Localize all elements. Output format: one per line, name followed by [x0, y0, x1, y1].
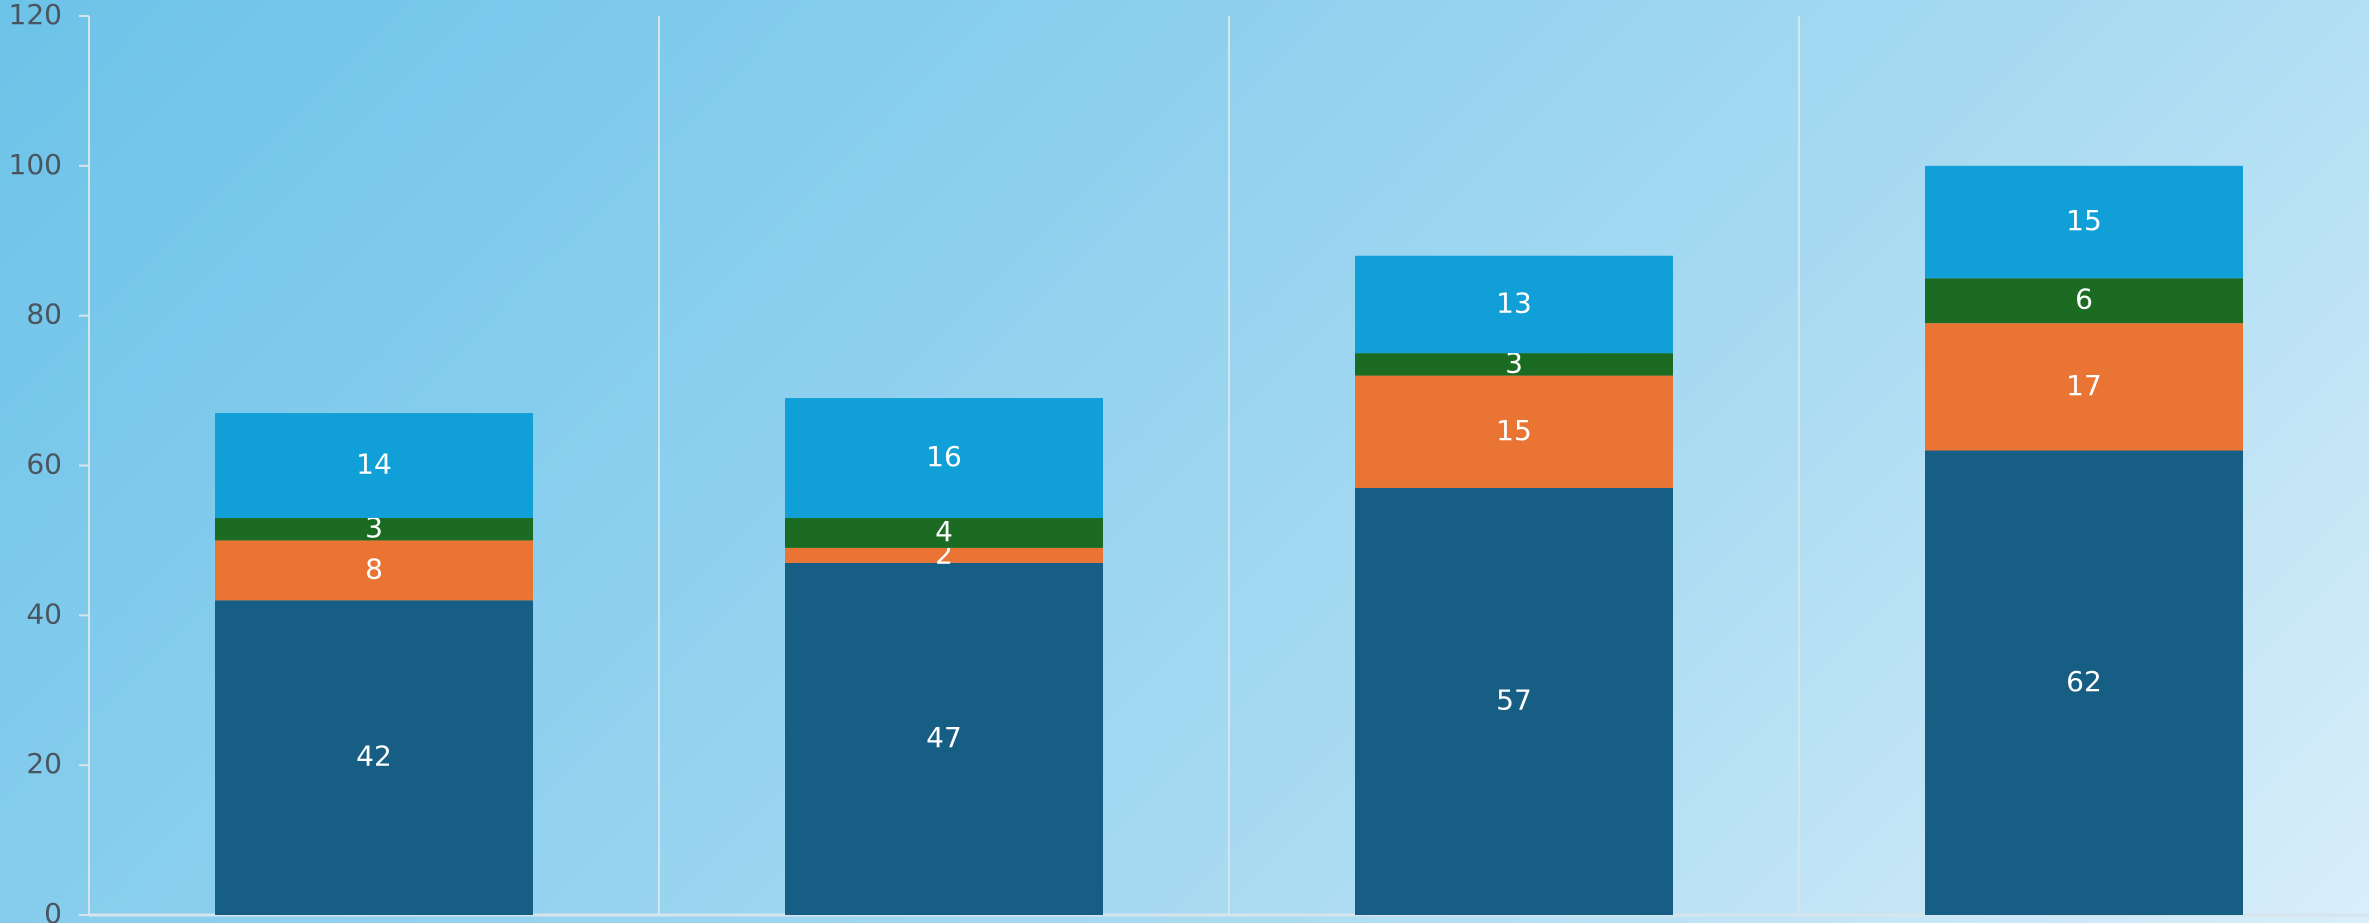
y-tick-label: 120 — [9, 0, 62, 31]
bar-segment-label: 15 — [1496, 414, 1532, 447]
grid-lines — [658, 16, 1800, 915]
bar-segment — [1925, 323, 2243, 451]
y-tick-label: 60 — [26, 448, 62, 481]
bar-segment-label: 47 — [926, 721, 962, 754]
bar-segment — [215, 600, 533, 915]
y-tick-label: 40 — [26, 597, 62, 630]
bar-segment — [785, 398, 1103, 518]
bar-segment-label: 13 — [1496, 286, 1532, 319]
bar-segment-label: 8 — [365, 552, 383, 585]
bar-segment-label: 3 — [1505, 346, 1523, 379]
bar-segment — [785, 547, 1103, 563]
bar-segment — [1355, 375, 1673, 488]
bar-segment-label: 57 — [1496, 683, 1532, 716]
bar-segment-label: 6 — [2075, 283, 2093, 316]
bar-segment-label: 14 — [356, 448, 392, 481]
y-tick-label: 100 — [9, 148, 62, 181]
bar-segment — [1925, 278, 2243, 324]
bar-segment-label: 4 — [935, 515, 953, 548]
bar-segment-label: 42 — [356, 740, 392, 773]
bar-segment-label: 62 — [2066, 665, 2102, 698]
bar-segment — [1355, 255, 1673, 354]
bar-segment — [215, 517, 533, 541]
bar-segment — [785, 562, 1103, 915]
bar-segment — [215, 413, 533, 518]
bar-segment — [1355, 487, 1673, 915]
bar-segment — [785, 517, 1103, 548]
bar-segment — [1925, 165, 2243, 279]
bar-segment — [215, 540, 533, 601]
bar-segment — [1355, 353, 1673, 376]
bar-segment-label: 16 — [926, 440, 962, 473]
y-tick-label: 80 — [26, 298, 62, 331]
bar-segment-label: 17 — [2066, 369, 2102, 402]
bar-segment-label: 15 — [2066, 204, 2102, 237]
bar-segment — [1925, 450, 2243, 915]
bar-segment-label: 3 — [365, 511, 383, 544]
y-tick-label: 0 — [44, 897, 62, 923]
y-tick-label: 20 — [26, 747, 62, 780]
y-axis-ticks: 0 20 40 60 80 100 120 — [9, 0, 89, 923]
